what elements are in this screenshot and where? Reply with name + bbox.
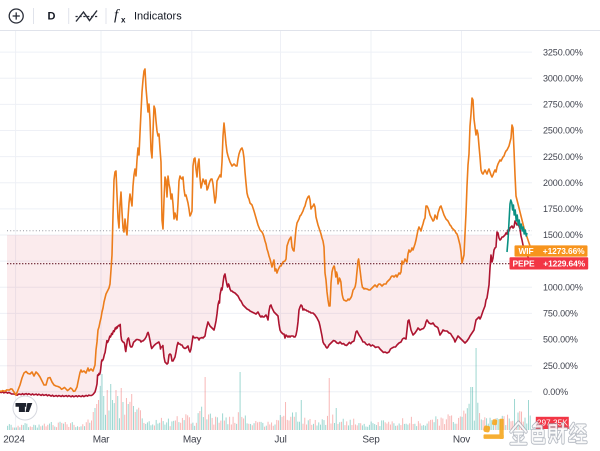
svg-text:3000.00%: 3000.00% <box>543 73 583 83</box>
svg-text:+1229.64%: +1229.64% <box>543 259 585 269</box>
svg-text:1750.00%: 1750.00% <box>543 204 583 214</box>
svg-text:2000.00%: 2000.00% <box>543 178 583 188</box>
svg-text:Nov: Nov <box>453 435 470 446</box>
svg-text:Jul: Jul <box>274 435 286 446</box>
svg-text:0.00%: 0.00% <box>543 387 568 397</box>
svg-text:1500.00%: 1500.00% <box>543 230 583 240</box>
svg-text:WIF: WIF <box>519 246 534 256</box>
svg-text:Sep: Sep <box>362 435 380 446</box>
svg-text:D: D <box>48 11 56 23</box>
svg-text:Indicators: Indicators <box>134 11 182 23</box>
svg-text:f: f <box>114 8 120 24</box>
svg-text:May: May <box>183 435 201 446</box>
svg-text:500.00%: 500.00% <box>543 335 578 345</box>
svg-text:PEPE: PEPE <box>513 259 535 269</box>
svg-text:750.00%: 750.00% <box>543 309 578 319</box>
svg-text:x: x <box>121 16 126 25</box>
svg-text:297.35K: 297.35K <box>537 418 568 428</box>
svg-text:2250.00%: 2250.00% <box>543 152 583 162</box>
svg-text:1000.00%: 1000.00% <box>543 283 583 293</box>
svg-text:Mar: Mar <box>93 435 110 446</box>
svg-text:2024: 2024 <box>3 435 25 446</box>
svg-text:2500.00%: 2500.00% <box>543 126 583 136</box>
svg-text:250.00%: 250.00% <box>543 361 578 371</box>
svg-text:+1273.66%: +1273.66% <box>543 246 585 256</box>
svg-text:2750.00%: 2750.00% <box>543 100 583 110</box>
svg-text:3250.00%: 3250.00% <box>543 47 583 57</box>
